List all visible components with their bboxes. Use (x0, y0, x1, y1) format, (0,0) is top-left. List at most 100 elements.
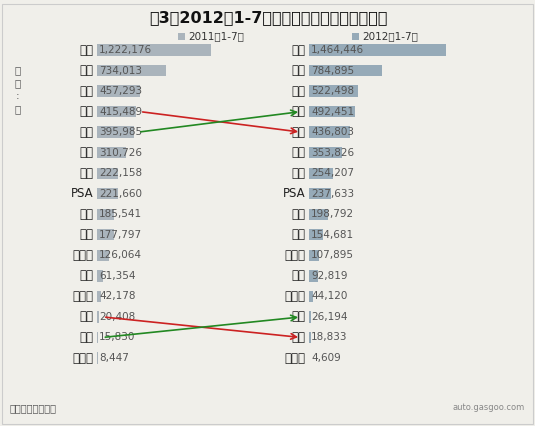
Text: 154,681: 154,681 (311, 230, 354, 240)
Text: 26,194: 26,194 (311, 312, 348, 322)
Text: 15,830: 15,830 (99, 332, 135, 343)
Text: 436,803: 436,803 (311, 127, 354, 137)
Text: 沃尔沃: 沃尔沃 (72, 351, 93, 365)
Bar (309, 250, 319, 261)
Text: 本田: 本田 (79, 146, 93, 159)
Bar (309, 44, 446, 56)
Text: PSA: PSA (282, 187, 305, 200)
Bar (97, 188, 118, 199)
Text: 日产: 日产 (79, 85, 93, 98)
Text: 戴姆勒: 戴姆勒 (284, 290, 305, 303)
Text: 宝马: 宝马 (291, 269, 305, 282)
Bar (309, 147, 342, 158)
Bar (309, 311, 311, 322)
Text: 莲花: 莲花 (291, 311, 305, 323)
Text: 92,819: 92,819 (311, 271, 348, 281)
Text: 415,489: 415,489 (99, 106, 142, 117)
Bar (97, 209, 114, 220)
Bar (97, 65, 166, 76)
Text: 起亚: 起亚 (291, 167, 305, 180)
Text: 310,726: 310,726 (99, 148, 142, 158)
Text: 福特: 福特 (79, 208, 93, 221)
Bar (309, 291, 313, 302)
Text: 177,797: 177,797 (99, 230, 142, 240)
Bar (309, 127, 350, 138)
Text: 734,013: 734,013 (99, 66, 142, 75)
Text: 784,895: 784,895 (311, 66, 354, 75)
Text: 522,498: 522,498 (311, 86, 354, 96)
Text: 福特: 福特 (291, 208, 305, 221)
Bar (178, 32, 185, 40)
Text: 大众: 大众 (291, 43, 305, 57)
Text: 现代: 现代 (291, 126, 305, 138)
Text: 395,985: 395,985 (99, 127, 142, 137)
Text: 198,792: 198,792 (311, 209, 354, 219)
Bar (309, 270, 318, 282)
Text: 大众: 大众 (79, 43, 93, 57)
Text: 铃木: 铃木 (79, 228, 93, 241)
Text: 来源：盖世汽车网: 来源：盖世汽车网 (10, 403, 57, 413)
Text: 丰田: 丰田 (79, 126, 93, 138)
Text: 61,354: 61,354 (99, 271, 135, 281)
Text: 马自达: 马自达 (72, 249, 93, 262)
Text: 图3：2012年1-7月国产外资车企销量排名变化: 图3：2012年1-7月国产外资车企销量排名变化 (149, 11, 387, 26)
Bar (309, 332, 311, 343)
Text: 现代: 现代 (79, 105, 93, 118)
Bar (309, 209, 327, 220)
Text: 丰田: 丰田 (291, 105, 305, 118)
Text: 4,609: 4,609 (311, 353, 341, 363)
Bar (97, 147, 126, 158)
Text: 126,064: 126,064 (99, 250, 142, 260)
Bar (97, 352, 98, 364)
Text: 三菱: 三菱 (291, 331, 305, 344)
Text: 107,895: 107,895 (311, 250, 354, 260)
Text: 沃尔沃: 沃尔沃 (284, 351, 305, 365)
Text: 马自达: 马自达 (284, 249, 305, 262)
Text: 222,158: 222,158 (99, 168, 142, 178)
Bar (97, 127, 134, 138)
Bar (352, 32, 359, 40)
Bar (309, 65, 383, 76)
Text: 起亚: 起亚 (79, 167, 93, 180)
Text: PSA: PSA (71, 187, 93, 200)
Text: 20,408: 20,408 (99, 312, 135, 322)
Bar (97, 332, 98, 343)
Bar (97, 229, 113, 240)
Text: 辆: 辆 (15, 104, 21, 114)
Bar (97, 311, 99, 322)
Bar (309, 167, 333, 179)
Bar (309, 86, 358, 97)
Text: 三菱: 三菱 (79, 311, 93, 323)
Text: auto.gasgoo.com: auto.gasgoo.com (453, 403, 525, 412)
Bar (97, 44, 211, 56)
Text: 44,120: 44,120 (311, 291, 347, 302)
Text: 日产: 日产 (291, 85, 305, 98)
Bar (97, 167, 118, 179)
Text: 1,464,446: 1,464,446 (311, 45, 364, 55)
Text: 单: 单 (15, 66, 21, 75)
Text: 宝马: 宝马 (79, 269, 93, 282)
Text: 铃木: 铃木 (291, 228, 305, 241)
Text: 8,447: 8,447 (99, 353, 129, 363)
Bar (97, 106, 136, 117)
Bar (309, 188, 331, 199)
Bar (309, 106, 355, 117)
Bar (97, 250, 109, 261)
Bar (97, 86, 140, 97)
Text: 2012年1-7月: 2012年1-7月 (362, 31, 418, 41)
Text: 492,451: 492,451 (311, 106, 354, 117)
Text: 42,178: 42,178 (99, 291, 135, 302)
Text: 221,660: 221,660 (99, 189, 142, 199)
Text: 237,633: 237,633 (311, 189, 354, 199)
Text: 18,833: 18,833 (311, 332, 348, 343)
Text: 1,222,176: 1,222,176 (99, 45, 152, 55)
Text: 185,541: 185,541 (99, 209, 142, 219)
Text: 353,826: 353,826 (311, 148, 354, 158)
Bar (97, 270, 103, 282)
Text: 2011年1-7月: 2011年1-7月 (188, 31, 244, 41)
Text: 莲花: 莲花 (79, 331, 93, 344)
Text: 位: 位 (15, 78, 21, 89)
Bar (309, 229, 324, 240)
Text: 通用: 通用 (79, 64, 93, 77)
Text: 本田: 本田 (291, 146, 305, 159)
